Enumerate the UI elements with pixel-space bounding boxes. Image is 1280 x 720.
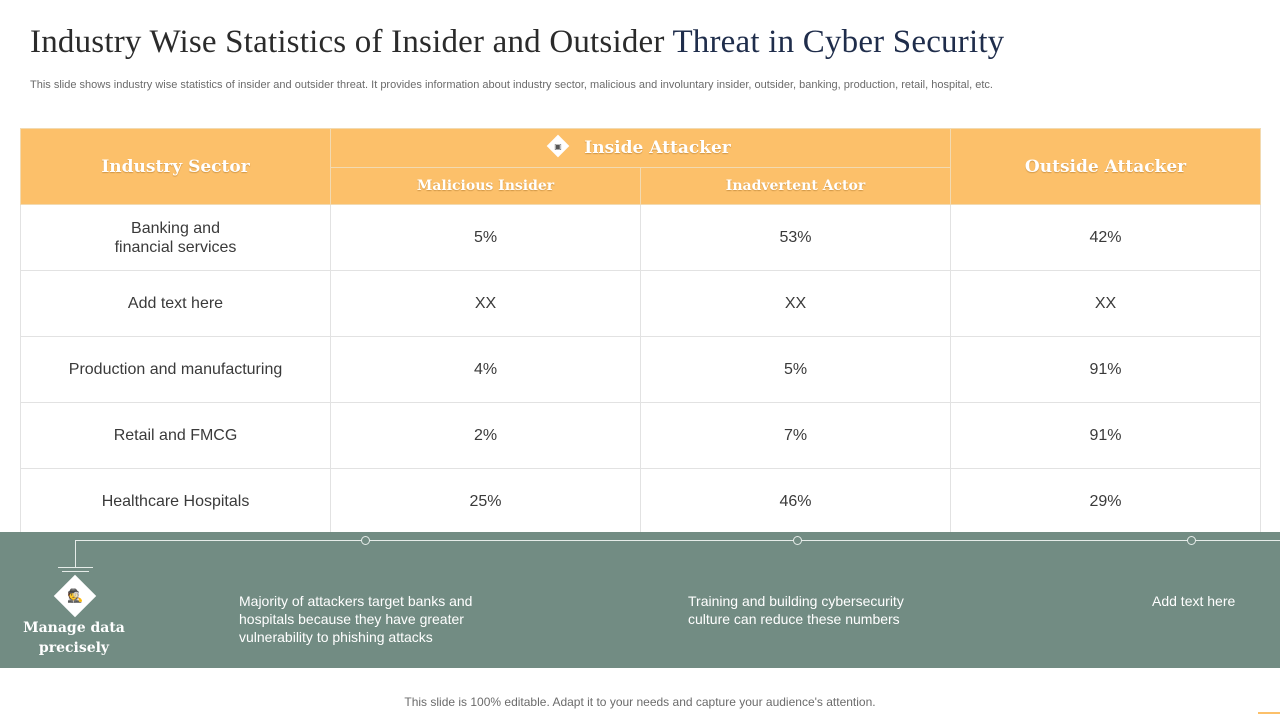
cell-inadvertent: 46%	[639, 468, 952, 535]
insight-note-line: Majority of attackers target banks and	[239, 593, 473, 609]
header-inadvertent-actor: Inadvertent Actor	[639, 167, 952, 205]
cell-malicious: 2%	[330, 402, 641, 469]
connector-base	[58, 567, 93, 568]
footer-note: This slide is 100% editable. Adapt it to…	[404, 695, 876, 709]
page-title-main: Industry Wise Statistics of Insider and …	[30, 24, 665, 60]
cell-malicious: XX	[330, 270, 641, 337]
page-subtitle: This slide shows industry wise statistic…	[30, 79, 993, 91]
cell-malicious: 5%	[330, 204, 641, 271]
connector-base-inner	[62, 571, 89, 572]
cell-outside: 29%	[950, 468, 1262, 535]
manage-data-label-line2: precisely	[38, 640, 110, 656]
cell-sector: Add text here	[20, 270, 331, 337]
insight-note-line: hospitals because they have greater	[239, 611, 464, 627]
cell-sector-line1: Banking and	[131, 219, 220, 237]
cell-sector: Retail and FMCG	[20, 402, 331, 469]
insight-note-line: vulnerability to phishing attacks	[239, 629, 433, 645]
cell-inadvertent: 7%	[639, 402, 952, 469]
connector-stem	[75, 540, 76, 567]
cell-malicious: 4%	[330, 336, 641, 403]
cell-sector-line2: financial services	[114, 238, 237, 256]
header-malicious-insider: Malicious Insider	[330, 167, 641, 205]
cell-outside: 91%	[950, 336, 1262, 403]
table-row: Production and manufacturing 4% 5% 91%	[20, 336, 1262, 403]
insight-note: Training and building cybersecurity cult…	[688, 592, 988, 628]
corner-accent	[1258, 712, 1280, 714]
cell-inadvertent: 5%	[639, 336, 952, 403]
table-row: Add text here XX XX XX	[20, 270, 1262, 337]
insight-note-line: Training and building cybersecurity	[688, 593, 904, 609]
cell-inadvertent: XX	[639, 270, 952, 337]
manage-data-label: Manage data precisely	[14, 618, 134, 658]
page-title-accent: Threat in Cyber Security	[672, 24, 1005, 60]
monitor-icon: ▣	[546, 134, 570, 157]
manage-data-label-line1: Manage data	[23, 620, 125, 636]
header-industry-sector: Industry Sector	[20, 128, 331, 205]
cell-inadvertent: 53%	[639, 204, 952, 271]
cell-malicious: 25%	[330, 468, 641, 535]
cell-outside: XX	[950, 270, 1262, 337]
cell-sector: Healthcare Hospitals	[20, 468, 331, 535]
insight-note-line: culture can reduce these numbers	[688, 611, 900, 627]
table-row: Retail and FMCG 2% 7% 91%	[20, 402, 1262, 469]
connector-dot	[1187, 536, 1196, 545]
cell-sector: Production and manufacturing	[20, 336, 331, 403]
connector-line	[75, 540, 1280, 541]
cell-sector: Banking and financial services	[20, 204, 331, 271]
cell-outside: 42%	[950, 204, 1262, 271]
statistics-table: Industry Sector ▣ Inside Attacker Outside…	[20, 128, 1262, 535]
insight-note-line: Add text here	[1152, 593, 1236, 609]
header-outside-attacker: Outside Attacker	[950, 128, 1262, 205]
insights-band	[0, 532, 1280, 668]
header-inside-attacker: ▣ Inside Attacker	[329, 128, 952, 168]
insight-note: Majority of attackers target banks and h…	[239, 592, 539, 646]
connector-dot	[793, 536, 802, 545]
table-row: Healthcare Hospitals 25% 46% 29%	[20, 468, 1262, 535]
connector-dot	[361, 536, 370, 545]
page-title: Industry Wise Statistics of Insider and …	[30, 24, 1260, 61]
insight-note: Add text here	[1152, 592, 1262, 610]
header-inside-attacker-label: Inside Attacker	[584, 138, 731, 158]
table-row: Banking and financial services 5% 53% 42%	[20, 204, 1262, 271]
cell-outside: 91%	[950, 402, 1262, 469]
